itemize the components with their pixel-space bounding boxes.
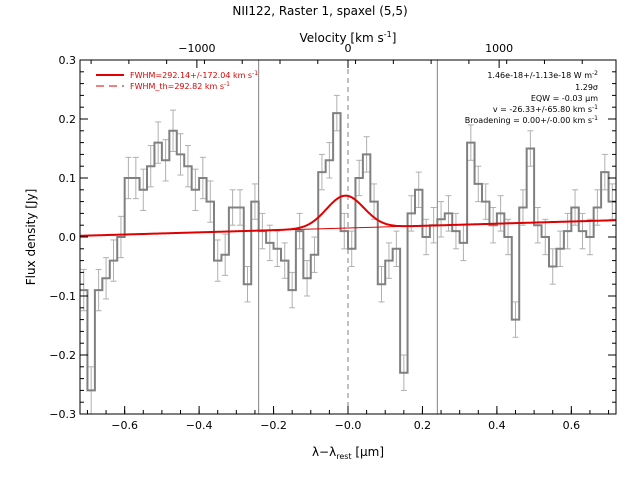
data-step-line [80,112,616,392]
y-tick-label: −0.1 [49,290,76,303]
top-tick-label: 1000 [485,42,513,55]
annotation-line-flux: 1.46e-18+/-1.13e-18 W m-2 [487,70,598,80]
y-tick-label: 0.1 [59,172,77,185]
x-tick-label: 0.6 [563,419,581,432]
x-axis-label: λ−λrest [μm] [312,445,384,461]
y-tick-label: 0.2 [59,113,77,126]
legend: FWHM=292.14+/-172.04 km s-1 FWHM_th=292.… [96,70,258,91]
x-tick-label: 0.2 [414,419,432,432]
top-axis-label: Velocity [km s-1] [300,30,397,45]
x-tick-label: −0.6 [111,419,138,432]
annotation-significance: 1.29σ [575,83,598,92]
legend-fit-label: FWHM=292.14+/-172.04 km s-1 [130,70,258,80]
annotation-velocity: v = -26.33+/-65.80 km s-1 [493,104,598,114]
chart-title: NII122, Raster 1, spaxel (5,5) [232,4,407,18]
reference-lines [258,60,438,414]
top-tick-label: −1000 [178,42,215,55]
legend-instrumental-label: FWHM_th=292.82 km s-1 [130,81,230,91]
y-tick-label: 0.0 [59,231,77,244]
annotation-eqw: EQW = -0.03 μm [531,94,598,103]
y-tick-label: 0.3 [59,54,77,67]
fit-series [79,194,617,237]
axes: −0.6 −0.4 −0.2 −0.0 0.2 0.4 0.6 −0.3 −0.2 −0.1 0.0… [49,42,616,432]
data-series [80,112,616,392]
y-axis-label: Flux density [Jy] [24,189,38,286]
x-tick-label: 0.4 [488,419,506,432]
x-tick-label: −0.0 [335,419,362,432]
x-tick-label: −0.4 [186,419,213,432]
top-tick-label: 0 [345,42,352,55]
annotation-broadening: Broadening = 0.00+/-0.00 km s-1 [465,115,598,125]
x-tick-label: −0.2 [260,419,287,432]
fit-annotations: 1.46e-18+/-1.13e-18 W m-2 1.29σ EQW = -0… [465,70,598,125]
y-tick-label: −0.3 [49,408,76,421]
fit-curve [79,194,617,237]
y-tick-label: −0.2 [49,349,76,362]
